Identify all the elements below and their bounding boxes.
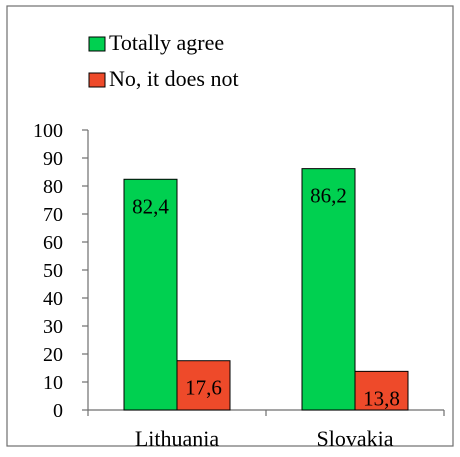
y-tick-label: 90: [43, 148, 63, 170]
legend-label: Totally agree: [109, 30, 224, 55]
data-label: 17,6: [185, 376, 222, 400]
y-axis: 0 10 20 30 40 50 60 70 80 90 100: [33, 120, 89, 422]
bars: [123, 168, 409, 411]
bar: [176, 360, 231, 411]
legend-swatch: [88, 72, 106, 88]
chart-border: [6, 5, 454, 447]
data-labels: 82,4 17,6 86,2 13,8: [132, 184, 400, 411]
y-tick-label: 60: [43, 232, 63, 254]
x-axis: Lithuania Slovakia: [87, 409, 445, 451]
bar: [123, 178, 178, 411]
data-label: 13,8: [363, 386, 400, 410]
y-tick-label: 0: [53, 400, 63, 422]
data-label: 86,2: [310, 184, 347, 208]
y-tick-label: 20: [43, 344, 63, 366]
bar: [301, 168, 356, 411]
y-tick-label: 50: [43, 260, 63, 282]
y-tick-label: 100: [33, 120, 63, 142]
y-tick-label: 70: [43, 204, 63, 226]
data-label: 82,4: [132, 194, 169, 218]
bar: [354, 370, 409, 411]
y-tick-label: 40: [43, 288, 63, 310]
legend-label: No, it does not: [109, 66, 239, 91]
y-tick-label: 10: [43, 372, 63, 394]
y-tick-label: 30: [43, 316, 63, 338]
legend: Totally agree No, it does not: [88, 30, 239, 91]
y-tick-label: 80: [43, 176, 63, 198]
legend-swatch: [88, 36, 106, 52]
category-label: Slovakia: [317, 426, 394, 451]
category-label: Lithuania: [135, 426, 220, 451]
